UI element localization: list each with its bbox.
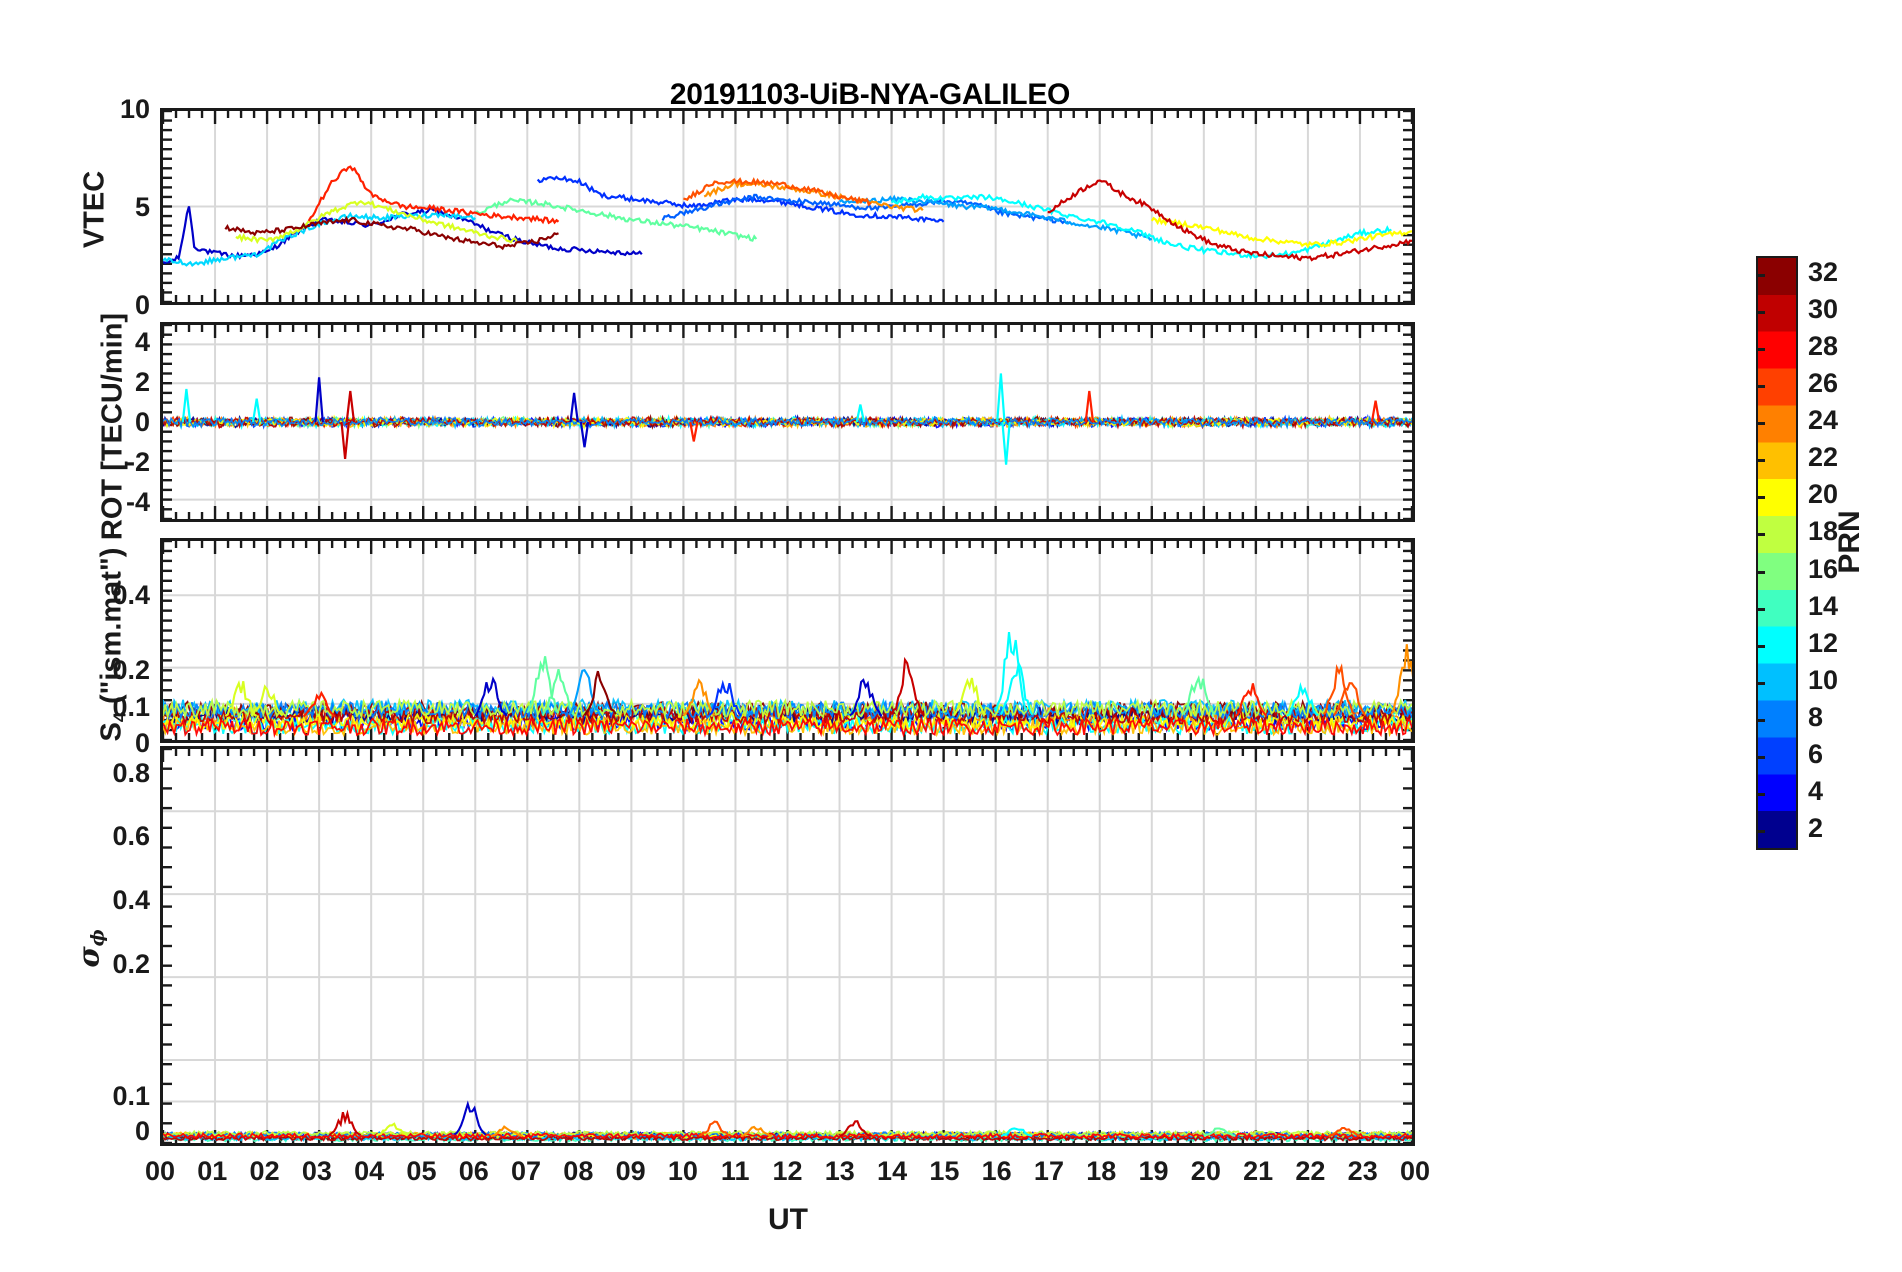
colorbar-tick-4: 4 — [1808, 776, 1824, 807]
xtick-02-2: 02 — [249, 1156, 280, 1186]
panel-vtec — [160, 108, 1415, 305]
xtick-19-19: 19 — [1138, 1156, 1169, 1186]
colorbar-tickmark — [1756, 830, 1765, 834]
ytick-rot-neg4: -4 — [125, 487, 150, 517]
colorbar-tick-22: 22 — [1808, 442, 1839, 473]
colorbar-tickmark — [1756, 607, 1765, 611]
xtick-17-17: 17 — [1033, 1156, 1064, 1186]
ytick-vtec-5: 5 — [134, 192, 150, 222]
colorbar — [1756, 256, 1798, 850]
colorbar-tick-2: 2 — [1808, 813, 1824, 844]
ytick-rot-2: 2 — [134, 367, 150, 397]
colorbar-tickmark — [1756, 310, 1765, 314]
colorbar-tickmark — [1756, 719, 1765, 723]
ytick-sigmaphi-04: 0.4 — [112, 885, 150, 915]
ytick-s4-01: 0.1 — [112, 692, 150, 722]
xtick-03-3: 03 — [301, 1156, 332, 1186]
colorbar-tick-14: 14 — [1808, 590, 1839, 621]
xtick-23-23: 23 — [1347, 1156, 1378, 1186]
colorbar-tick-10: 10 — [1808, 664, 1839, 695]
xtick-07-7: 07 — [511, 1156, 542, 1186]
colorbar-tick-18: 18 — [1808, 516, 1839, 547]
xtick-00-0: 00 — [144, 1156, 176, 1186]
colorbar-label: PRN — [1833, 510, 1866, 574]
colorbar-tickmark — [1756, 459, 1765, 463]
colorbar-tick-8: 8 — [1808, 702, 1824, 733]
xtick-09-9: 09 — [615, 1156, 646, 1186]
colorbar-tickmark — [1756, 756, 1765, 760]
ytick-vtec-10: 10 — [119, 94, 150, 124]
ytick-s4-0: 0 — [134, 728, 150, 758]
xtick-16-16: 16 — [981, 1156, 1012, 1186]
xtick-06-6: 06 — [458, 1156, 489, 1186]
colorbar-tickmark — [1756, 496, 1765, 500]
colorbar-tick-16: 16 — [1808, 553, 1839, 584]
colorbar-tickmark — [1756, 422, 1765, 426]
colorbar-tickmark — [1756, 273, 1765, 277]
xtick-01-1: 01 — [197, 1156, 228, 1186]
xtick-20-20: 20 — [1190, 1156, 1221, 1186]
ytick-vtec-0: 0 — [134, 290, 150, 320]
ytick-sigmaphi-02: 0.2 — [112, 949, 150, 979]
xtick-21-21: 21 — [1243, 1156, 1274, 1186]
xtick-12-12: 12 — [772, 1156, 803, 1186]
colorbar-tick-24: 24 — [1808, 405, 1839, 436]
colorbar-tick-32: 32 — [1808, 256, 1839, 287]
xtick-08-8: 08 — [563, 1156, 594, 1186]
panel-sigma-phi — [160, 746, 1415, 1146]
colorbar-tickmark — [1756, 793, 1765, 797]
panel-s4 — [160, 538, 1415, 743]
xtick-22-22: 22 — [1295, 1156, 1326, 1186]
colorbar-tickmark — [1756, 533, 1765, 537]
ytick-s4-02: 0.2 — [112, 655, 150, 685]
ytick-rot-4: 4 — [134, 327, 150, 357]
colorbar-tick-28: 28 — [1808, 330, 1839, 361]
colorbar-tickmark — [1756, 644, 1765, 648]
panel-rot — [160, 322, 1415, 522]
ytick-sigmaphi-08: 0.8 — [112, 758, 150, 788]
xtick-13-13: 13 — [824, 1156, 855, 1186]
xtick-04-4: 04 — [354, 1156, 385, 1186]
ytick-sigmaphi-06: 0.6 — [112, 821, 150, 851]
ytick-rot-neg2: -2 — [125, 447, 150, 477]
colorbar-tick-6: 6 — [1808, 739, 1824, 770]
ytick-rot-0: 0 — [134, 407, 150, 437]
colorbar-tick-26: 26 — [1808, 367, 1839, 398]
ytick-s4-04: 0.4 — [112, 580, 150, 610]
colorbar-tickmark — [1756, 570, 1765, 574]
colorbar-tickmark — [1756, 681, 1765, 685]
colorbar-tickmark — [1756, 347, 1765, 351]
colorbar-tickmark — [1756, 384, 1765, 388]
figure-title: 20191103-UiB-NYA-GALILEO — [669, 78, 1071, 111]
xtick-00-24: 00 — [1399, 1156, 1431, 1186]
colorbar-tick-12: 12 — [1808, 627, 1839, 658]
ytick-sigmaphi-0: 0 — [134, 1116, 150, 1146]
xtick-14-14: 14 — [877, 1156, 908, 1186]
colorbar-tick-30: 30 — [1808, 293, 1839, 324]
xtick-18-18: 18 — [1086, 1156, 1117, 1186]
xtick-10-10: 10 — [667, 1156, 698, 1186]
ytick-sigmaphi-01: 0.1 — [112, 1081, 150, 1111]
xtick-15-15: 15 — [929, 1156, 960, 1186]
xtick-05-5: 05 — [406, 1156, 437, 1186]
colorbar-tick-20: 20 — [1808, 479, 1839, 510]
axis-label-ut: UT — [768, 1203, 808, 1236]
xtick-11-11: 11 — [720, 1156, 750, 1186]
